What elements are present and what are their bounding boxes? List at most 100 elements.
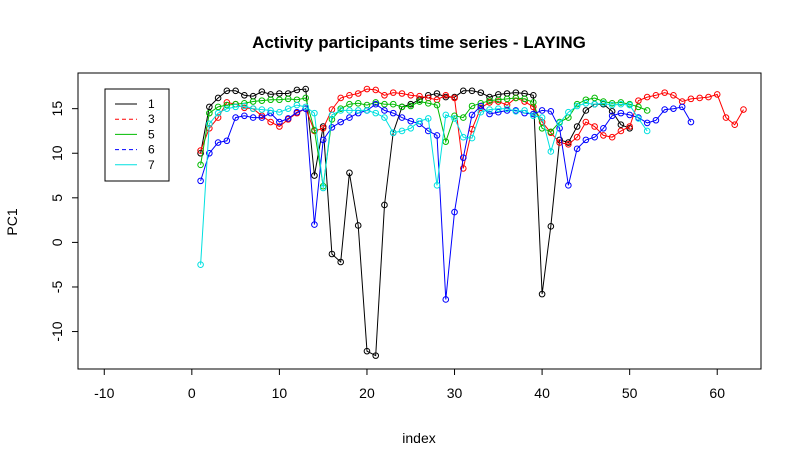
data-point xyxy=(276,123,283,130)
data-point xyxy=(451,115,458,122)
series-6 xyxy=(197,100,695,303)
data-point xyxy=(608,100,616,107)
data-point xyxy=(424,100,432,107)
data-point xyxy=(293,101,301,109)
data-point xyxy=(284,95,292,103)
data-point xyxy=(433,90,441,97)
data-point xyxy=(407,102,415,110)
data-point xyxy=(547,223,555,230)
data-point xyxy=(433,101,441,109)
data-point xyxy=(495,98,502,105)
y-tick-label: -5 xyxy=(49,281,65,294)
data-point xyxy=(223,137,231,145)
data-point xyxy=(678,103,686,111)
data-point xyxy=(661,89,668,96)
data-point xyxy=(530,99,537,106)
data-point xyxy=(398,90,406,97)
data-point xyxy=(346,100,353,108)
x-tick-label: -10 xyxy=(94,385,114,401)
data-point xyxy=(223,101,231,109)
data-point xyxy=(477,89,485,96)
x-axis: -10 0 10 20 30 40 50 60 xyxy=(94,368,725,401)
data-point xyxy=(442,138,450,145)
data-point xyxy=(416,117,423,125)
legend-label: 3 xyxy=(148,112,155,126)
data-point xyxy=(643,119,651,127)
data-point xyxy=(573,133,581,141)
data-point xyxy=(451,208,458,216)
data-point xyxy=(197,161,204,169)
data-point xyxy=(223,105,231,112)
data-point xyxy=(337,105,344,112)
data-point xyxy=(311,109,318,117)
data-point xyxy=(495,108,502,116)
data-point xyxy=(258,106,266,113)
data-point xyxy=(468,102,476,110)
series-line xyxy=(200,97,648,187)
data-point xyxy=(258,97,266,104)
x-tick-label: 0 xyxy=(188,385,196,401)
data-point xyxy=(267,107,274,114)
data-point xyxy=(372,100,380,108)
data-point xyxy=(468,111,476,119)
chart-title: Activity participants time series - LAYI… xyxy=(252,33,586,52)
legend-label: 1 xyxy=(148,97,155,111)
data-point xyxy=(372,352,380,359)
data-point xyxy=(573,145,581,153)
data-point xyxy=(696,94,704,102)
data-point xyxy=(372,86,380,94)
data-point xyxy=(416,96,423,104)
data-point xyxy=(197,261,204,268)
data-point xyxy=(547,108,555,115)
data-point xyxy=(381,107,388,114)
data-point xyxy=(512,108,520,115)
data-point xyxy=(354,90,362,97)
data-point xyxy=(591,94,598,102)
data-point xyxy=(608,112,616,120)
data-point xyxy=(687,95,695,103)
data-point xyxy=(521,107,528,114)
data-point xyxy=(512,94,520,102)
data-point xyxy=(293,86,301,94)
data-point xyxy=(398,103,406,111)
data-point xyxy=(617,109,625,117)
series-5 xyxy=(197,94,651,190)
data-point xyxy=(591,123,598,130)
data-point xyxy=(503,107,511,114)
data-point xyxy=(249,114,257,121)
data-point xyxy=(346,169,353,177)
data-point xyxy=(276,96,283,104)
data-point xyxy=(670,91,677,99)
data-point xyxy=(617,121,625,129)
data-point xyxy=(547,128,555,136)
data-point xyxy=(354,107,362,114)
data-point xyxy=(459,165,467,172)
y-tick-label: 15 xyxy=(49,101,65,117)
data-point xyxy=(319,124,327,132)
data-point xyxy=(363,85,371,93)
data-point xyxy=(206,109,213,117)
data-point xyxy=(389,129,397,137)
legend-label: 7 xyxy=(148,158,155,172)
data-point xyxy=(459,133,467,141)
data-point xyxy=(600,124,607,132)
data-point xyxy=(398,127,406,135)
data-point xyxy=(398,114,406,121)
data-point xyxy=(389,89,397,96)
y-tick-label: 10 xyxy=(49,145,65,161)
data-point xyxy=(468,87,476,95)
legend: 135 67 xyxy=(104,88,170,182)
data-point xyxy=(565,182,572,189)
data-point xyxy=(591,133,598,141)
series-layer xyxy=(197,85,747,359)
data-point xyxy=(591,100,598,108)
data-point xyxy=(617,100,625,108)
data-point xyxy=(407,117,415,125)
data-point xyxy=(530,91,537,99)
data-point xyxy=(337,94,344,102)
data-point xyxy=(442,296,450,303)
data-point xyxy=(626,101,633,109)
data-point xyxy=(486,110,493,118)
data-point xyxy=(486,106,493,113)
data-point xyxy=(249,105,257,112)
